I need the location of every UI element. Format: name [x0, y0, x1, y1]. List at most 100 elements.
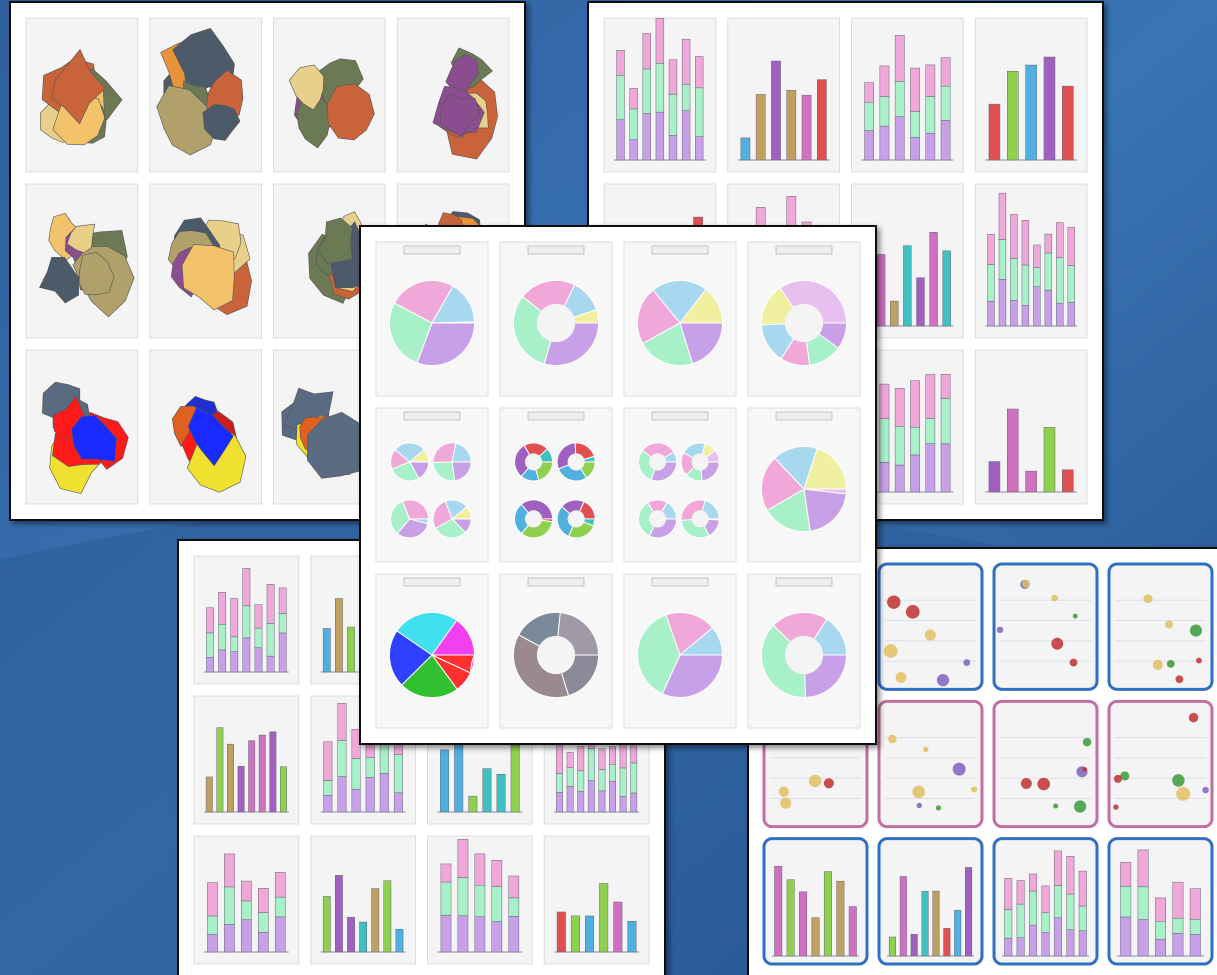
bar [394, 754, 402, 792]
bar [1054, 851, 1061, 885]
bar [682, 39, 690, 84]
bar [567, 786, 573, 812]
bar [219, 624, 226, 650]
thumbnail [879, 701, 982, 826]
thumbnail [879, 839, 982, 964]
point [912, 786, 925, 799]
point [1153, 660, 1163, 670]
bar [352, 789, 360, 812]
bar [1004, 878, 1011, 909]
bar [578, 792, 584, 812]
point [1082, 767, 1087, 772]
point [1051, 595, 1058, 602]
bar [669, 136, 677, 160]
bar [441, 864, 451, 882]
bar [1042, 932, 1049, 956]
bar [366, 777, 374, 812]
bar [988, 234, 995, 264]
bar [895, 81, 904, 116]
bar [1079, 931, 1086, 956]
bar [1042, 886, 1049, 913]
thumbnail [1109, 839, 1212, 964]
bar [643, 69, 651, 114]
bar [880, 462, 889, 492]
bar [458, 839, 468, 877]
point [1167, 660, 1175, 668]
bar [954, 910, 961, 956]
bar [440, 750, 448, 812]
bar [255, 628, 262, 648]
bar [849, 907, 856, 956]
bar [1022, 265, 1029, 305]
bar [324, 780, 332, 795]
bar [895, 117, 904, 160]
thumbnail [397, 18, 509, 172]
bar [941, 398, 950, 443]
point [953, 763, 966, 776]
bar [372, 889, 379, 952]
bar [1062, 86, 1073, 160]
thumbnail [26, 350, 138, 504]
bar [988, 301, 995, 326]
bar [1067, 894, 1074, 930]
bar [599, 791, 605, 812]
point [779, 787, 789, 797]
thumbnail [194, 836, 299, 964]
bar [219, 592, 226, 624]
bar [1120, 886, 1130, 917]
bar [338, 703, 346, 740]
thumbnail [624, 574, 736, 728]
bar [206, 657, 213, 672]
thumbnail-title [528, 578, 584, 586]
bar [999, 193, 1006, 239]
bar [917, 278, 925, 326]
bar [258, 913, 268, 933]
panel [360, 226, 876, 744]
bar [359, 922, 366, 952]
bar [475, 885, 485, 916]
bar [224, 887, 234, 924]
bar [1173, 882, 1183, 918]
point [1176, 787, 1190, 801]
bar [1033, 245, 1040, 268]
bar [895, 35, 904, 81]
bar [1068, 265, 1075, 302]
bar [695, 88, 703, 137]
bar [207, 916, 217, 935]
bar [1033, 268, 1040, 287]
bar [1138, 850, 1148, 887]
bar [910, 381, 919, 428]
bar [441, 882, 451, 915]
bar [270, 732, 276, 812]
bar [556, 792, 562, 812]
bar [614, 902, 622, 952]
bar [219, 650, 226, 672]
bar [669, 60, 677, 94]
bar [279, 633, 286, 672]
thumbnail [544, 836, 649, 964]
thumbnail-title [404, 578, 460, 586]
point [888, 735, 897, 744]
bar [880, 66, 889, 97]
collage [0, 0, 1217, 975]
bar [926, 97, 935, 134]
bar [1190, 919, 1200, 934]
bar [511, 745, 519, 812]
bar [988, 265, 995, 302]
bar [1045, 290, 1052, 326]
bar [903, 246, 911, 326]
thumbnail [624, 408, 736, 562]
donut-hole [537, 304, 575, 342]
bar [1054, 885, 1061, 917]
bar [837, 881, 844, 956]
thumbnail [274, 18, 386, 172]
bar [1017, 904, 1024, 938]
bar [241, 920, 251, 952]
point [1144, 594, 1153, 603]
bar [1004, 938, 1011, 956]
bar [1029, 925, 1036, 956]
point [884, 644, 898, 658]
bar [643, 114, 651, 160]
bar [335, 599, 342, 672]
bar [1026, 471, 1037, 492]
